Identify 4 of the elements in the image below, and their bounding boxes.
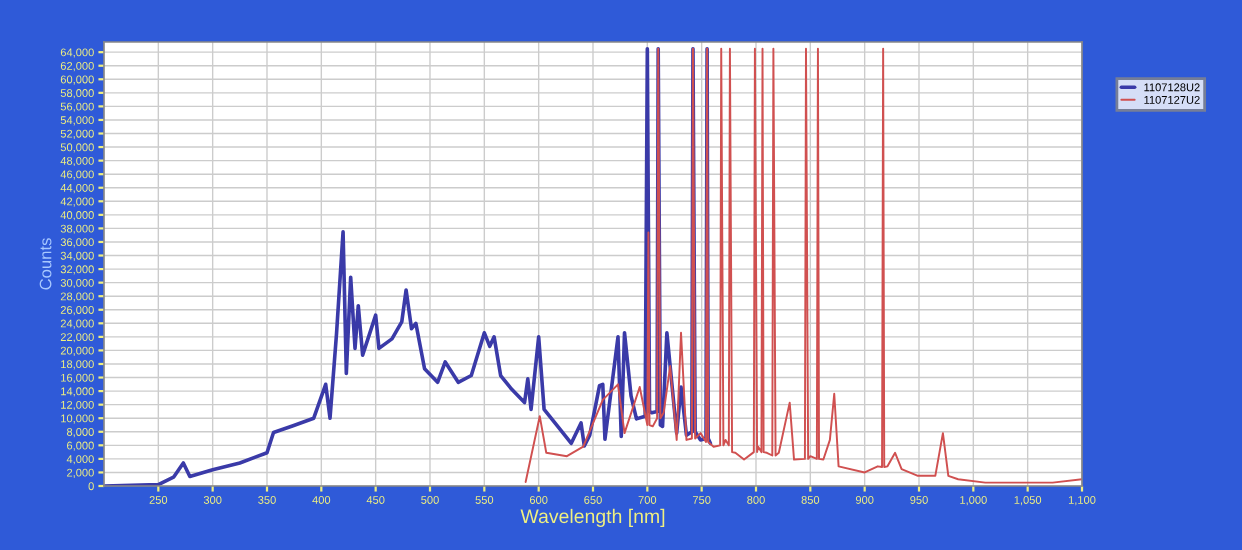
y-axis-title: Counts [39,238,52,290]
line-series [524,47,1082,484]
line-series [104,46,713,486]
x-axis-title: Wavelength [nm] [520,508,665,527]
